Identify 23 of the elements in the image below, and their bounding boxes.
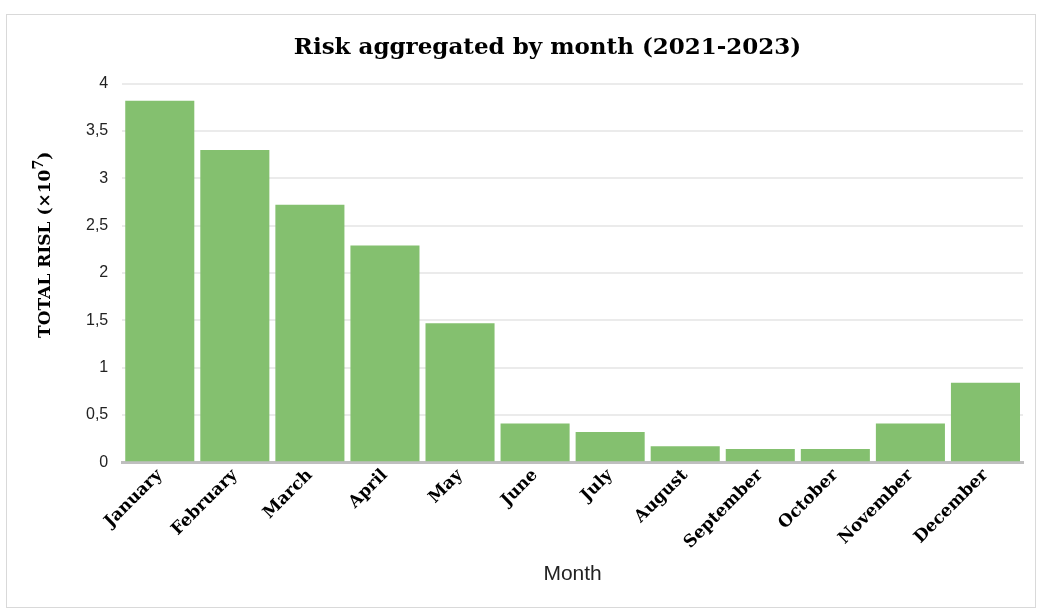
y-tick-label: 1 <box>99 358 109 376</box>
bar <box>200 149 270 462</box>
y-tick-label: 0,5 <box>85 405 109 423</box>
chart-title: Risk aggregated by month (2021-2023) <box>293 31 802 59</box>
bar <box>950 382 1020 462</box>
bar <box>500 423 570 462</box>
y-tick-label: 2 <box>99 263 109 281</box>
y-tick-label: 3 <box>99 168 109 186</box>
bar <box>125 100 195 462</box>
y-tick-label: 3,5 <box>85 121 109 139</box>
x-axis-title: Month <box>543 561 602 585</box>
bar <box>650 446 720 462</box>
bar <box>725 449 795 462</box>
y-tick-label: 4 <box>99 74 109 92</box>
bar <box>575 432 645 462</box>
bar <box>425 323 495 462</box>
bar <box>350 245 420 462</box>
bar <box>275 204 345 462</box>
y-tick-label: 2,5 <box>85 216 109 234</box>
y-tick-label: 1,5 <box>85 310 109 328</box>
y-tick-label: 0 <box>99 452 109 470</box>
bar <box>800 449 870 462</box>
bar <box>875 423 945 462</box>
